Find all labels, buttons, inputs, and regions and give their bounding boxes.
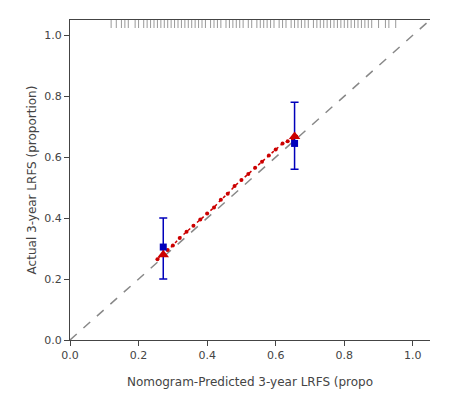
svg-text:0.4: 0.4	[44, 212, 62, 225]
svg-text:0.8: 0.8	[44, 90, 62, 103]
svg-text:Nomogram-Predicted 3-year LRFS: Nomogram-Predicted 3-year LRFS (propo	[127, 375, 373, 389]
svg-text:0.6: 0.6	[44, 151, 62, 164]
svg-text:0.6: 0.6	[267, 349, 285, 362]
svg-text:0.2: 0.2	[130, 349, 148, 362]
svg-text:0.8: 0.8	[336, 349, 354, 362]
svg-text:0.2: 0.2	[44, 273, 62, 286]
svg-text:1.0: 1.0	[404, 349, 422, 362]
svg-text:0.4: 0.4	[198, 349, 216, 362]
svg-text:0.0: 0.0	[61, 349, 79, 362]
svg-text:Actual 3-year LRFS (proportion: Actual 3-year LRFS (proportion)	[25, 86, 39, 275]
svg-text:1.0: 1.0	[44, 29, 62, 42]
svg-text:0.0: 0.0	[44, 334, 62, 347]
